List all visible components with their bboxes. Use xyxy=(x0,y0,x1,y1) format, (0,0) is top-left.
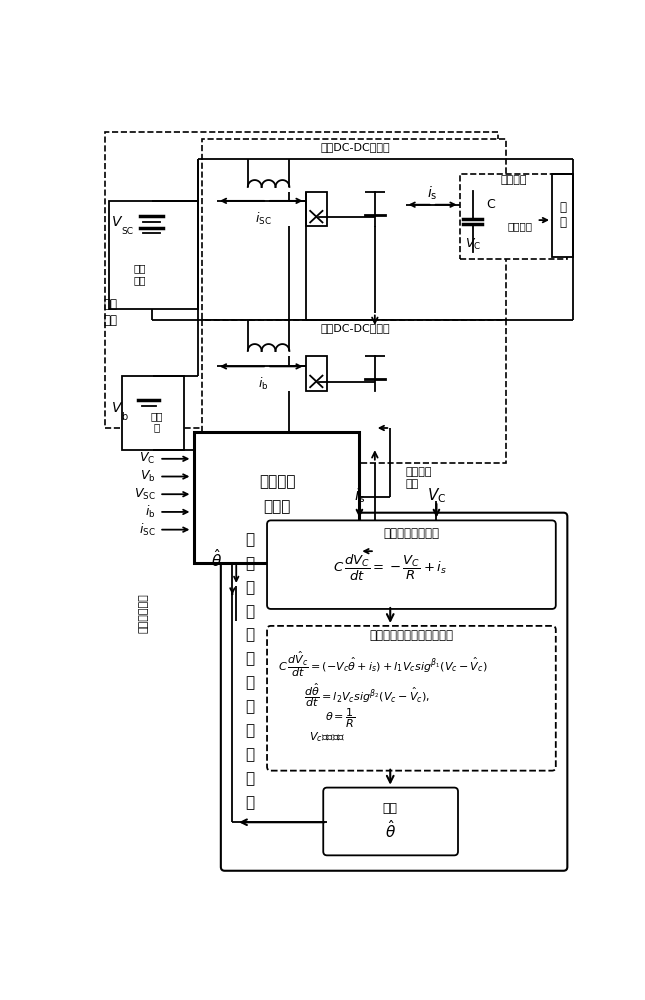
Text: 载: 载 xyxy=(246,723,255,738)
Text: 数: 数 xyxy=(246,580,255,595)
Polygon shape xyxy=(365,192,385,215)
Text: $V_{\mathrm{C}}$: $V_{\mathrm{C}}$ xyxy=(464,237,481,252)
Text: $V_{\mathrm{C}}$: $V_{\mathrm{C}}$ xyxy=(427,486,446,505)
Bar xyxy=(202,139,506,320)
Text: 变: 变 xyxy=(246,532,255,547)
FancyBboxPatch shape xyxy=(323,788,458,855)
Bar xyxy=(306,192,327,226)
Polygon shape xyxy=(365,356,385,379)
Text: C: C xyxy=(486,198,495,211)
Text: $C\,\dfrac{dV_C}{dt} = -\dfrac{V_C}{R} + i_s$: $C\,\dfrac{dV_C}{dt} = -\dfrac{V_C}{R} +… xyxy=(333,553,447,583)
Text: 观: 观 xyxy=(246,747,255,762)
Text: 负: 负 xyxy=(246,699,255,714)
Text: b: b xyxy=(121,412,128,422)
Text: 有: 有 xyxy=(246,604,255,619)
Text: 超级
电容: 超级 电容 xyxy=(134,263,146,285)
FancyBboxPatch shape xyxy=(221,513,568,871)
Bar xyxy=(109,201,198,309)
FancyBboxPatch shape xyxy=(267,626,556,771)
Bar xyxy=(202,320,506,463)
Text: 混合储能: 混合储能 xyxy=(259,474,295,489)
FancyBboxPatch shape xyxy=(267,520,556,609)
Text: $i_{\mathrm{SC}}$: $i_{\mathrm{SC}}$ xyxy=(255,211,272,227)
Text: $i_{\mathrm{SC}}$: $i_{\mathrm{SC}}$ xyxy=(139,522,155,538)
Text: $i_{\mathrm{b}}$: $i_{\mathrm{b}}$ xyxy=(258,376,268,392)
Text: $V_{\mathrm{b}}$: $V_{\mathrm{b}}$ xyxy=(140,469,155,484)
Text: 限: 限 xyxy=(246,628,255,643)
Bar xyxy=(306,356,327,391)
Text: $\hat{\theta}$: $\hat{\theta}$ xyxy=(384,819,396,841)
Text: $i_{\mathrm{s}}$: $i_{\mathrm{s}}$ xyxy=(354,486,365,505)
Text: $V_c$为变系数: $V_c$为变系数 xyxy=(309,731,346,744)
Text: $\dfrac{d\hat{\theta}}{dt} = l_2V_csig^{\beta_2}(V_c - \hat{V}_c),$: $\dfrac{d\hat{\theta}}{dt} = l_2V_csig^{… xyxy=(304,681,430,709)
Text: 负
荷: 负 荷 xyxy=(559,201,566,229)
Bar xyxy=(552,174,573,257)
Text: $\theta = \dfrac{1}{R}$: $\theta = \dfrac{1}{R}$ xyxy=(325,707,355,730)
Text: $i_{\mathrm{b}}$: $i_{\mathrm{b}}$ xyxy=(145,504,155,520)
Text: 双向DC-DC变换器: 双向DC-DC变换器 xyxy=(321,323,390,333)
Text: 器: 器 xyxy=(246,795,255,810)
Text: 测: 测 xyxy=(246,771,255,786)
Text: $V_{\mathrm{SC}}$: $V_{\mathrm{SC}}$ xyxy=(134,487,155,502)
Text: $V$: $V$ xyxy=(111,401,123,415)
Text: 估计: 估计 xyxy=(382,802,398,815)
Text: 变换器控
制律: 变换器控 制律 xyxy=(406,467,432,489)
Text: $\hat{\theta}$: $\hat{\theta}$ xyxy=(212,549,223,570)
Bar xyxy=(105,132,498,428)
Text: $C\,\dfrac{d\hat{V}_c}{dt} = (-V_c\hat{\theta} + i_s) + l_1V_csig^{\beta_1}(V_c : $C\,\dfrac{d\hat{V}_c}{dt} = (-V_c\hat{\… xyxy=(278,650,488,679)
Text: 系: 系 xyxy=(246,556,255,571)
Text: 负载电流: 负载电流 xyxy=(507,221,532,231)
Bar xyxy=(194,432,359,563)
Text: 负载状态估计: 负载状态估计 xyxy=(139,593,149,633)
Bar xyxy=(459,174,568,259)
Text: SC: SC xyxy=(121,227,134,236)
Text: 时: 时 xyxy=(246,652,255,666)
Text: 直流母线动态方程: 直流母线动态方程 xyxy=(383,527,439,540)
Text: 间: 间 xyxy=(246,675,255,690)
Text: $V$: $V$ xyxy=(111,215,123,229)
Text: 混合
储能: 混合 储能 xyxy=(104,298,118,326)
Text: $V_{\mathrm{C}}$: $V_{\mathrm{C}}$ xyxy=(139,451,155,466)
Text: $i_{\mathrm{s}}$: $i_{\mathrm{s}}$ xyxy=(428,184,438,202)
Text: 直流母线: 直流母线 xyxy=(500,175,527,185)
Text: 双向DC-DC变换器: 双向DC-DC变换器 xyxy=(321,142,390,152)
Bar xyxy=(123,376,184,450)
Text: 控制器: 控制器 xyxy=(263,499,291,514)
Text: 变系数有限时间负载观测器: 变系数有限时间负载观测器 xyxy=(369,629,453,642)
Text: 蓄电
池: 蓄电 池 xyxy=(151,411,163,433)
